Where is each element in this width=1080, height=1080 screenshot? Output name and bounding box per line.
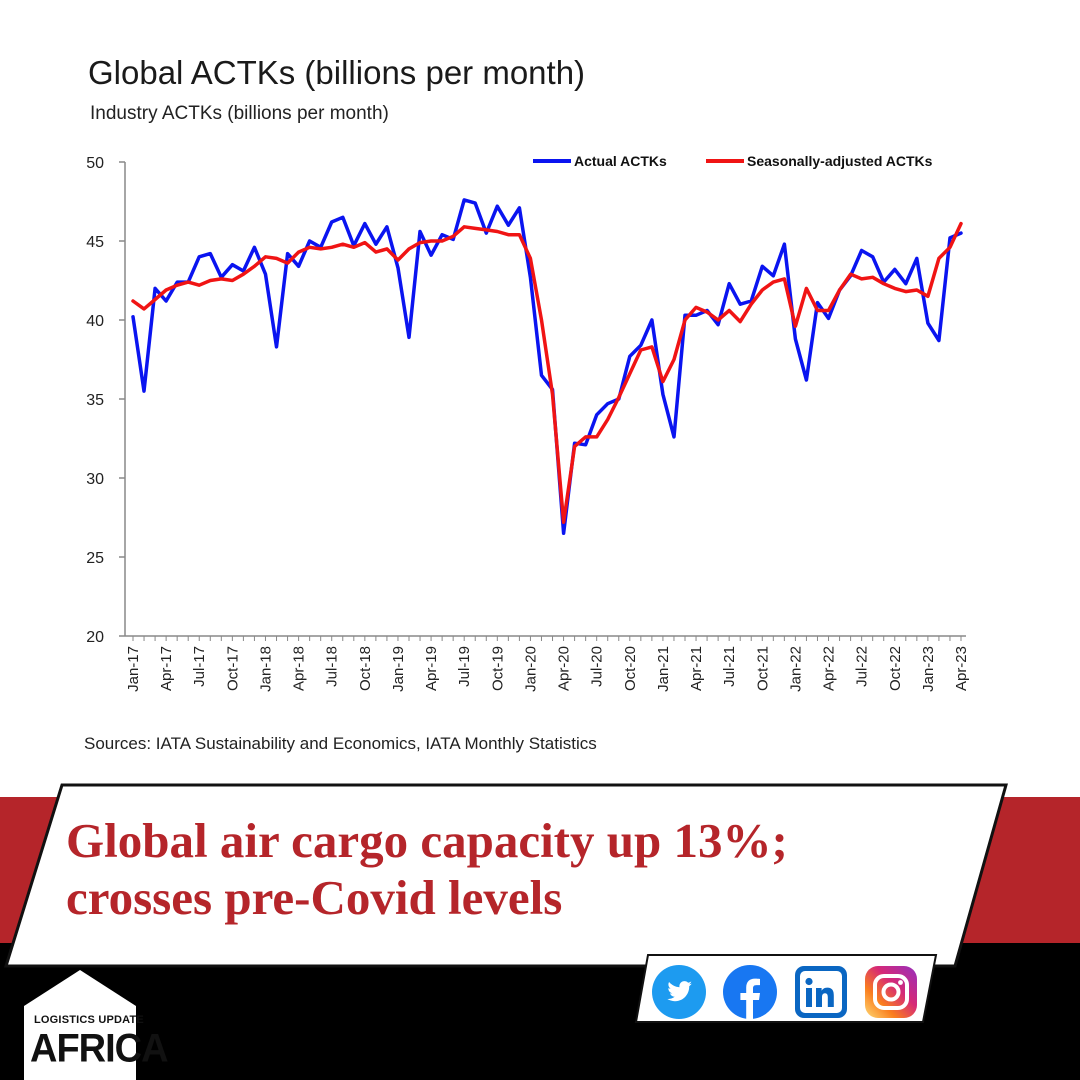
x-tick-label: Jan-21	[655, 646, 672, 692]
twitter-icon[interactable]	[651, 964, 707, 1020]
x-tick-label: Jan-22	[787, 646, 804, 692]
x-tick-label: Oct-17	[224, 646, 241, 691]
headline-line-2: crosses pre-Covid levels	[66, 870, 563, 925]
chart-title: Global ACTKs (billions per month)	[88, 54, 586, 91]
y-tick-label: 45	[86, 234, 104, 251]
series-line-seasonally-adjusted	[131, 221, 963, 524]
y-tick-label: 30	[86, 471, 104, 488]
x-tick-label: Jan-17	[125, 646, 142, 692]
x-tick-label: Oct-20	[622, 646, 639, 691]
y-tick-label: 50	[86, 155, 104, 172]
y-tick-label: 25	[86, 550, 104, 567]
x-tick-label: Jan-19	[390, 646, 407, 692]
x-tick-label: Jul-17	[191, 646, 208, 687]
headline-card	[3, 783, 1008, 968]
linkedin-icon[interactable]	[793, 964, 849, 1020]
x-tick-label: Apr-19	[423, 646, 440, 691]
x-tick-label: Oct-18	[357, 646, 374, 691]
y-tick-label: 20	[86, 629, 104, 646]
x-tick-label: Apr-18	[291, 646, 308, 691]
social-card	[634, 954, 938, 1023]
chart-subtitle: Industry ACTKs (billions per month)	[90, 103, 389, 124]
x-tick-label: Oct-21	[754, 646, 771, 691]
headline: Global air cargo capacity up 13%; crosse…	[66, 812, 946, 926]
legend-label: Seasonally-adjusted ACTKs	[747, 153, 933, 169]
x-tick-label: Jul-19	[456, 646, 473, 687]
x-tick-label: Oct-22	[887, 646, 904, 691]
x-tick-label: Apr-22	[821, 646, 838, 691]
logo-peak	[24, 970, 136, 1006]
line-chart: 50 45 40 35 30 25 20 Jan-17 Apr-17 Jul-17 Oct-17 Ja…	[86, 153, 970, 692]
headline-line-1: Global air cargo capacity up 13%;	[66, 813, 788, 868]
logo-line-1: LOGISTICS UPDATE	[34, 1014, 144, 1026]
logistics-update-africa-logo: LOGISTICS UPDATE AFRICA	[24, 1006, 169, 1080]
legend-label: Actual ACTKs	[574, 153, 667, 169]
x-tick-label: Oct-19	[489, 646, 506, 691]
x-tick-label: Jan-20	[522, 646, 539, 692]
x-tick-label: Apr-20	[556, 646, 573, 691]
x-tick-label: Jul-22	[854, 646, 871, 687]
y-tick-label: 35	[86, 392, 104, 409]
chart-source: Sources: IATA Sustainability and Economi…	[84, 734, 597, 753]
x-tick-label: Apr-23	[953, 646, 970, 691]
x-tick-label: Jul-21	[721, 646, 738, 687]
x-tick-label: Apr-21	[688, 646, 705, 691]
x-tick-label: Jul-20	[589, 646, 606, 687]
logo-line-2: AFRICA	[30, 1026, 169, 1072]
x-tick-label: Apr-17	[158, 646, 175, 691]
instagram-icon[interactable]	[863, 964, 919, 1020]
x-tick-label: Jul-18	[324, 646, 341, 687]
y-tick-label: 40	[86, 313, 104, 330]
x-tick-label: Jan-23	[920, 646, 937, 692]
facebook-icon[interactable]	[722, 964, 778, 1020]
x-tick-label: Jan-18	[257, 646, 274, 692]
